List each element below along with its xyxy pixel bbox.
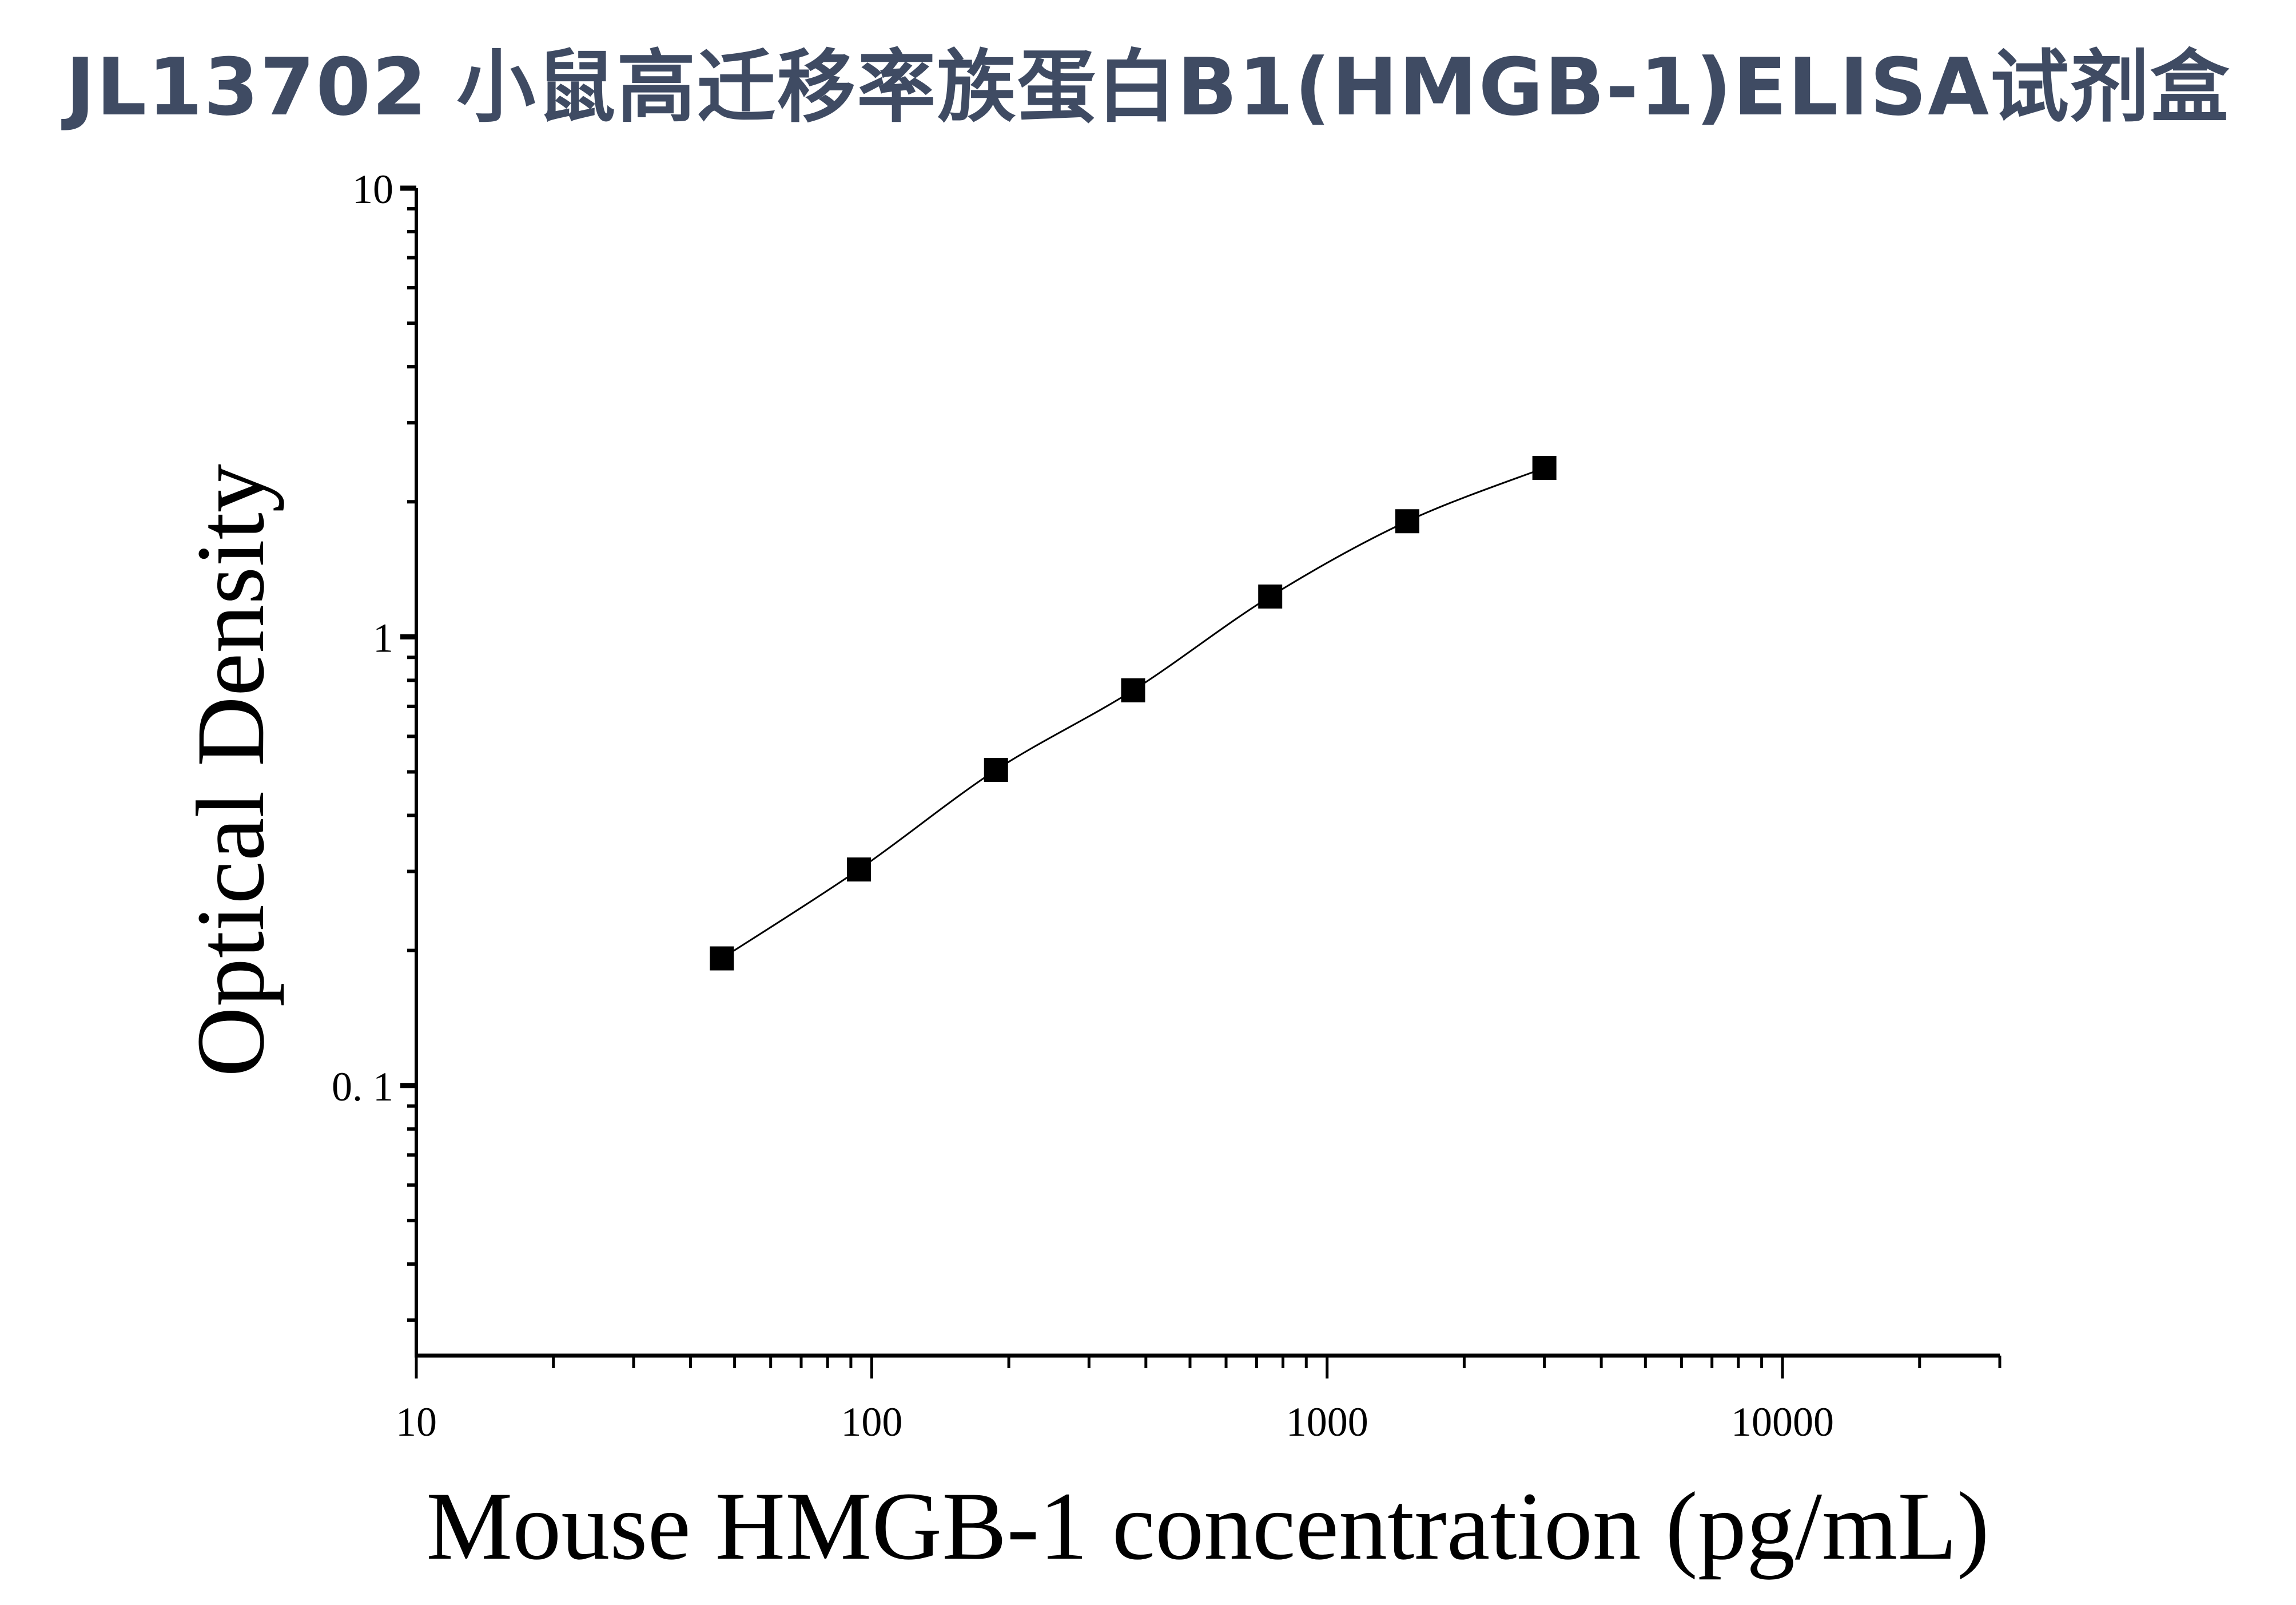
- data-point: [1121, 678, 1145, 702]
- data-point: [710, 946, 734, 971]
- x-tick-label: 10: [396, 1399, 437, 1445]
- data-point: [1532, 455, 1557, 480]
- x-tick-label: 100: [841, 1399, 902, 1445]
- data-point: [1258, 584, 1283, 609]
- y-axis-label: Optical Density: [177, 464, 284, 1077]
- y-tick-label: 1: [373, 615, 393, 661]
- y-tick-label: 0. 1: [332, 1064, 393, 1110]
- fit-curve: [721, 467, 1545, 959]
- y-tick-label: 10: [352, 166, 393, 212]
- x-tick-label: 1000: [1286, 1399, 1368, 1445]
- chart-title: JL13702 小鼠高迁移率族蛋白B1(HMGB-1)ELISA试剂盒: [65, 41, 2231, 133]
- data-point: [847, 857, 872, 882]
- x-tick-label: 10000: [1731, 1399, 1834, 1445]
- data-point: [1395, 509, 1419, 534]
- axes: 10 100 1000 10000 0. 1 1 10: [332, 166, 2001, 1445]
- data-marks: [710, 455, 1557, 971]
- data-point: [984, 758, 1008, 782]
- x-axis-label: Mouse HMGB-1 concentration (pg/mL): [426, 1472, 1989, 1580]
